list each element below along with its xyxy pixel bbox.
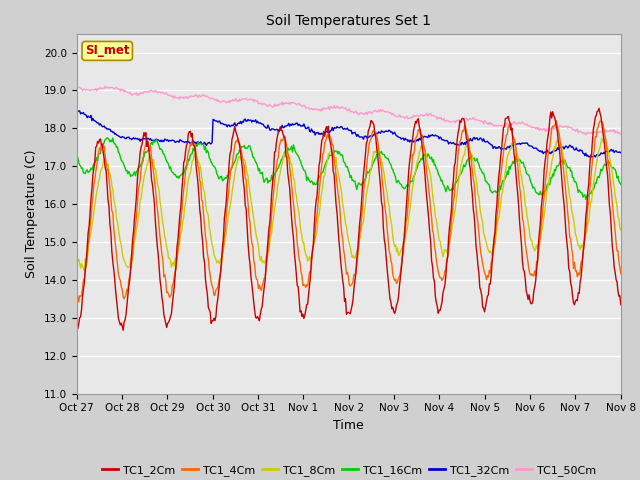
Text: SI_met: SI_met (85, 44, 129, 58)
Y-axis label: Soil Temperature (C): Soil Temperature (C) (26, 149, 38, 278)
Legend: TC1_2Cm, TC1_4Cm, TC1_8Cm, TC1_16Cm, TC1_32Cm, TC1_50Cm: TC1_2Cm, TC1_4Cm, TC1_8Cm, TC1_16Cm, TC1… (97, 460, 600, 480)
X-axis label: Time: Time (333, 419, 364, 432)
Title: Soil Temperatures Set 1: Soil Temperatures Set 1 (266, 14, 431, 28)
